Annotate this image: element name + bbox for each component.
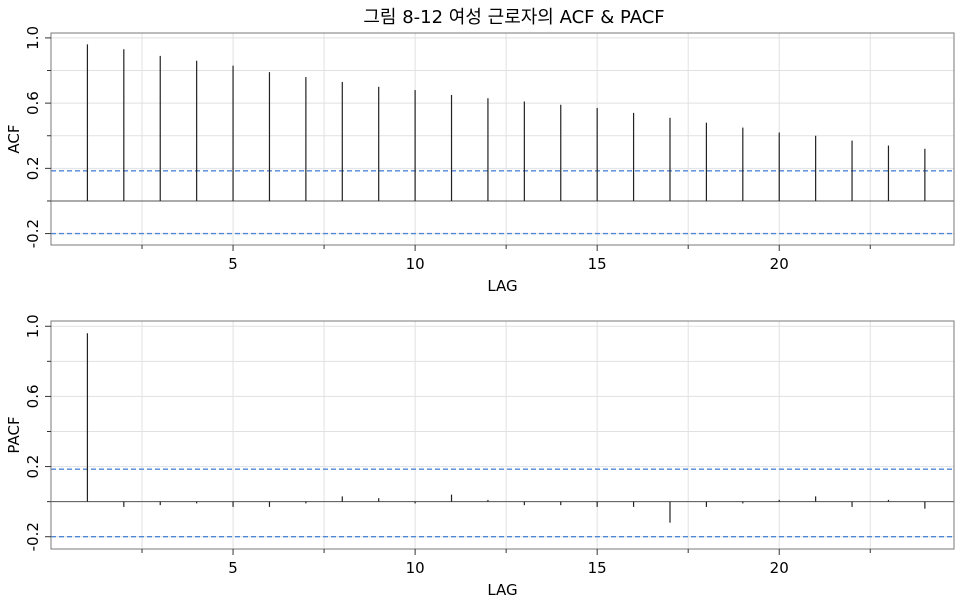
acf-y-axis-label: ACF bbox=[5, 124, 23, 153]
acf-x-axis-label: LAG bbox=[487, 277, 517, 295]
pacf-y-tick-label: 0.2 bbox=[24, 455, 42, 479]
acf-x-tick-label: 20 bbox=[770, 255, 789, 273]
acf-panel: 5 10 15 20 -0.2 0.2 0.6 1.0 LAG ACF bbox=[5, 26, 955, 295]
pacf-y-tick-label: -0.2 bbox=[24, 522, 42, 551]
pacf-x-tick-label: 5 bbox=[228, 559, 238, 577]
pacf-y-axis-label: PACF bbox=[5, 416, 23, 453]
acf-y-tick-label: -0.2 bbox=[24, 219, 42, 248]
acf-plot-frame bbox=[50, 32, 955, 246]
acf-y-tick-label: 0.2 bbox=[24, 156, 42, 180]
acf-x-tick-label: 10 bbox=[406, 255, 425, 273]
pacf-x-tick-label: 20 bbox=[770, 559, 789, 577]
pacf-y-tick-label: 1.0 bbox=[24, 314, 42, 338]
pacf-y-tick-label: 0.6 bbox=[24, 384, 42, 408]
pacf-x-tick-label: 10 bbox=[406, 559, 425, 577]
figure-title: 그림 8-12 여성 근로자의 ACF & PACF bbox=[363, 7, 664, 28]
acf-x-tick-label: 5 bbox=[228, 255, 238, 273]
pacf-panel: 5 10 15 20 -0.2 0.2 0.6 1.0 LAG PACF bbox=[5, 314, 955, 597]
acf-y-tick-label: 1.0 bbox=[24, 26, 42, 50]
acf-x-tick-label: 15 bbox=[588, 255, 607, 273]
pacf-plot-frame bbox=[50, 320, 955, 550]
pacf-x-axis-label: LAG bbox=[487, 581, 517, 597]
acf-y-tick-label: 0.6 bbox=[24, 91, 42, 115]
pacf-x-tick-label: 15 bbox=[588, 559, 607, 577]
